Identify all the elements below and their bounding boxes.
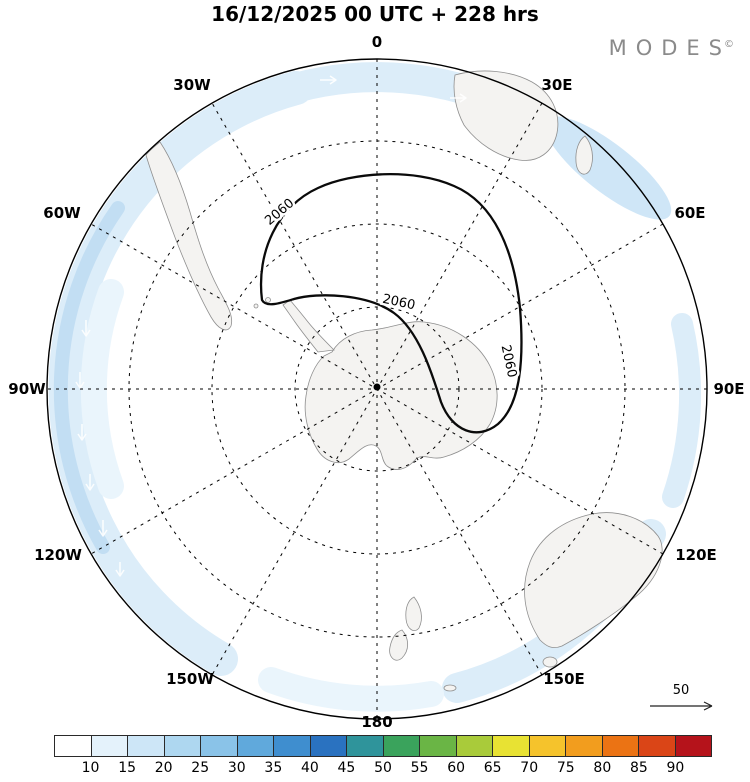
modes-logo-text: MODES xyxy=(608,36,731,60)
colorbar-cells xyxy=(54,735,712,757)
meridian-label-30w: 30W xyxy=(173,76,211,94)
meridian-label-60w: 60W xyxy=(43,204,81,222)
wind-reference-value: 50 xyxy=(673,683,690,698)
colorbar-cell xyxy=(566,736,603,756)
colorbar-label: 30 xyxy=(227,760,246,776)
wind-arrow-icon xyxy=(320,75,337,85)
meridian-label-150e: 150E xyxy=(543,670,585,688)
madagascar xyxy=(575,135,593,175)
colorbar-cell xyxy=(493,736,530,756)
wind-arrow-icon xyxy=(81,320,91,337)
meridian-label-0: 0 xyxy=(372,33,382,51)
colorbar-label: 40 xyxy=(300,760,319,776)
wind-arrow-icon xyxy=(98,520,108,537)
meridian-label-90w: 90W xyxy=(8,380,46,398)
contour-label: 2060 xyxy=(262,196,297,229)
colorbar-cell xyxy=(274,736,311,756)
wind-arrow-icon xyxy=(85,474,95,491)
africa xyxy=(453,70,559,161)
colorbar-cell xyxy=(602,736,639,756)
colorbar-cell xyxy=(91,736,128,756)
contour-label: 2060 xyxy=(381,292,416,314)
colorbar-label: 85 xyxy=(629,760,648,776)
meridian-label-150w: 150W xyxy=(166,670,214,688)
page-title: 16/12/2025 00 UTC + 228 hrs xyxy=(211,2,539,26)
south-pole-marker xyxy=(373,383,381,391)
colorbar-label: 45 xyxy=(337,760,356,776)
latitude-circle xyxy=(211,223,543,555)
shading-blob-northeast xyxy=(544,116,672,220)
colorbar-cell xyxy=(456,736,493,756)
tasmania xyxy=(542,656,558,668)
colorbar-label: 20 xyxy=(154,760,173,776)
island xyxy=(265,297,271,303)
colorbar-label: 80 xyxy=(593,760,612,776)
colorbar-label: 10 xyxy=(81,760,100,776)
meridian-label-30e: 30E xyxy=(541,76,572,94)
shading-band-east xyxy=(662,313,702,508)
colorbar-label: 25 xyxy=(191,760,210,776)
colorbar-cell xyxy=(675,736,711,756)
colorbar-label: 65 xyxy=(483,760,502,776)
shading-band-west-wash xyxy=(80,279,124,499)
map-boundary-circle xyxy=(46,58,708,720)
modes-logo: MODES© xyxy=(609,36,734,60)
geopotential-contour xyxy=(259,173,523,434)
colorbar-cell xyxy=(310,736,347,756)
new-zealand-south-island xyxy=(389,629,409,661)
south-america xyxy=(145,141,233,331)
colorbar-cell xyxy=(639,736,676,756)
wind-arrow-icon xyxy=(77,424,87,441)
colorbar-cell xyxy=(55,736,92,756)
australia xyxy=(524,512,663,648)
copyright-mark: © xyxy=(724,39,734,50)
wind-arrow-icon xyxy=(75,372,85,389)
island xyxy=(253,303,259,309)
colorbar-cell xyxy=(164,736,201,756)
island xyxy=(443,684,457,692)
colorbar-cell xyxy=(383,736,420,756)
land xyxy=(145,70,663,692)
shading-band-south xyxy=(258,667,444,712)
meridian-label-90e: 90E xyxy=(713,380,744,398)
contour-label: 2060 xyxy=(498,344,520,379)
colorbar-label: 70 xyxy=(520,760,539,776)
shading-band-west-accent xyxy=(53,201,125,554)
colorbar-label: 55 xyxy=(410,760,429,776)
meridian-label-120w: 120W xyxy=(34,546,82,564)
colorbar-labels: 10 15 20 25 30 35 40 45 50 55 60 65 70 75 80 85 90 xyxy=(54,757,712,777)
colorbar-label: 35 xyxy=(264,760,283,776)
colorbar-label: 15 xyxy=(118,760,137,776)
wind-arrow-icon xyxy=(556,663,573,673)
wind-vector-arrows xyxy=(75,75,573,673)
colorbar-label: 50 xyxy=(374,760,392,776)
meridian-label-180: 180 xyxy=(361,713,392,730)
meridian-label-120e: 120E xyxy=(675,546,717,564)
colorbar-label: 75 xyxy=(556,760,575,776)
colorbar-label: 60 xyxy=(447,760,466,776)
wind-reference-arrow-icon xyxy=(650,701,713,711)
new-zealand-north-island xyxy=(405,596,422,631)
colorbar-cell xyxy=(529,736,566,756)
colorbar-cell xyxy=(420,736,457,756)
colorbar-cell xyxy=(128,736,165,756)
wind-arrow-icon xyxy=(450,93,467,103)
colorbar-label: 90 xyxy=(666,760,685,776)
antarctica xyxy=(304,321,498,470)
colorbar: 10 15 20 25 30 35 40 45 50 55 60 65 70 75 80 85 90 xyxy=(54,735,712,777)
colorbar-cell xyxy=(201,736,238,756)
colorbar-cell xyxy=(347,736,384,756)
polar-map: 2060 2060 2060 0 30E 60E 90E 120E 150E 1… xyxy=(8,33,744,730)
wind-reference: 50 xyxy=(650,683,713,711)
colorbar-cell xyxy=(237,736,274,756)
meridian-label-60e: 60E xyxy=(674,204,705,222)
wind-arrow-icon xyxy=(115,562,125,577)
